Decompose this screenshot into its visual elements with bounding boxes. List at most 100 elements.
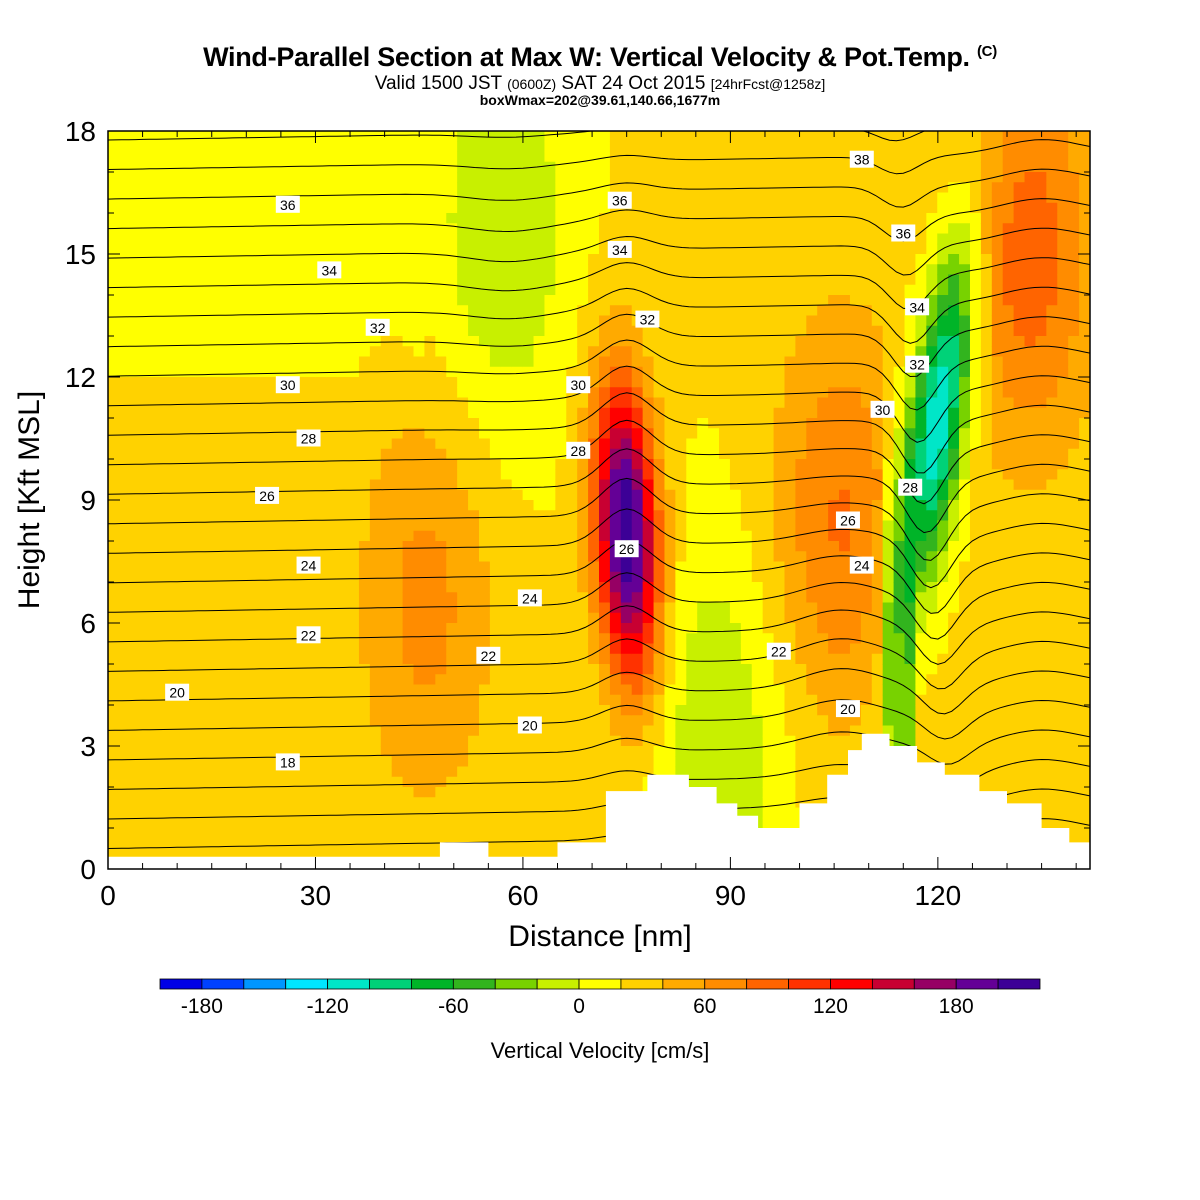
velocity-cell: [762, 612, 775, 624]
velocity-cell: [238, 469, 251, 481]
velocity-cell: [348, 735, 360, 747]
velocity-cell: [424, 653, 436, 665]
velocity-cell: [620, 746, 633, 757]
velocity-cell: [849, 448, 862, 460]
velocity-cell: [228, 756, 240, 768]
velocity-cell: [631, 223, 644, 235]
velocity-cell: [511, 612, 524, 624]
velocity-cell: [599, 182, 611, 194]
velocity-cell: [795, 602, 807, 614]
velocity-cell: [173, 377, 185, 388]
velocity-cell: [631, 459, 644, 470]
velocity-cell: [719, 182, 731, 194]
velocity-cell: [358, 243, 371, 255]
velocity-cell: [206, 274, 218, 286]
velocity-cell: [162, 387, 175, 399]
velocity-cell: [249, 448, 262, 460]
velocity-cell: [784, 766, 796, 778]
velocity-cell: [784, 172, 796, 183]
velocity-cell: [206, 633, 218, 645]
velocity-cell: [195, 356, 207, 368]
velocity-cell: [697, 182, 709, 194]
velocity-cell: [217, 582, 229, 593]
velocity-cell: [369, 746, 382, 757]
velocity-cell: [457, 305, 469, 317]
velocity-cell: [751, 151, 764, 163]
velocity-cell: [653, 715, 666, 727]
velocity-cell: [184, 469, 196, 481]
velocity-cell: [304, 705, 316, 716]
velocity-cell: [740, 674, 753, 686]
velocity-cell: [544, 510, 556, 522]
velocity-cell: [369, 397, 382, 409]
velocity-cell: [228, 397, 240, 409]
velocity-cell: [195, 448, 207, 460]
velocity-cell: [326, 592, 338, 604]
velocity-cell: [402, 151, 415, 163]
velocity-cell: [380, 387, 393, 399]
velocity-cell: [402, 243, 415, 255]
velocity-cell: [478, 315, 491, 327]
velocity-cell: [249, 264, 262, 276]
velocity-cell: [839, 366, 851, 378]
velocity-cell: [129, 541, 142, 552]
velocity-cell: [271, 336, 284, 347]
velocity-cell: [140, 469, 153, 481]
velocity-cell: [304, 397, 316, 409]
velocity-cell: [729, 161, 742, 173]
velocity-cell: [478, 284, 491, 296]
velocity-cell: [380, 643, 393, 655]
velocity-cell: [620, 684, 633, 696]
velocity-cell: [489, 346, 502, 358]
velocity-cell: [380, 756, 393, 768]
velocity-cell: [566, 705, 578, 716]
velocity-cell: [140, 520, 153, 532]
velocity-cell: [424, 500, 436, 511]
velocity-cell: [675, 520, 687, 532]
velocity-cell: [228, 141, 240, 153]
velocity-cell: [282, 694, 295, 706]
velocity-cell: [729, 643, 742, 655]
velocity-cell: [173, 766, 185, 778]
velocity-cell: [544, 448, 556, 460]
velocity-cell: [839, 448, 851, 460]
velocity-cell: [206, 151, 218, 163]
velocity-cell: [817, 520, 829, 532]
velocity-cell: [129, 243, 142, 255]
velocity-cell: [566, 428, 578, 440]
velocity-cell: [129, 633, 142, 645]
velocity-cell: [118, 807, 131, 819]
velocity-cell: [806, 612, 818, 624]
velocity-cell: [446, 551, 458, 563]
velocity-cell: [326, 479, 338, 491]
velocity-cell: [609, 377, 622, 388]
velocity-cell: [358, 592, 371, 604]
velocity-cell: [544, 694, 556, 706]
velocity-cell: [566, 295, 578, 306]
velocity-cell: [708, 192, 720, 204]
velocity-cell: [478, 325, 491, 337]
velocity-cell: [249, 633, 262, 645]
velocity-cell: [631, 336, 644, 347]
velocity-cell: [326, 520, 338, 532]
velocity-cell: [839, 254, 851, 265]
velocity-cell: [337, 172, 349, 183]
velocity-cell: [620, 448, 633, 460]
velocity-cell: [577, 151, 589, 163]
velocity-cell: [228, 243, 240, 255]
velocity-cell: [446, 787, 458, 798]
velocity-cell: [348, 336, 360, 347]
velocity-cell: [129, 192, 142, 204]
velocity-cell: [140, 295, 153, 306]
velocity-cell: [784, 387, 796, 399]
velocity-cell: [468, 725, 480, 737]
velocity-cell: [369, 530, 382, 542]
velocity-cell: [468, 254, 480, 265]
velocity-cell: [293, 295, 305, 306]
velocity-cell: [402, 684, 415, 696]
velocity-cell: [544, 520, 556, 532]
velocity-cell: [446, 233, 458, 245]
velocity-cell: [293, 653, 305, 665]
velocity-cell: [304, 664, 316, 675]
velocity-cell: [424, 397, 436, 409]
